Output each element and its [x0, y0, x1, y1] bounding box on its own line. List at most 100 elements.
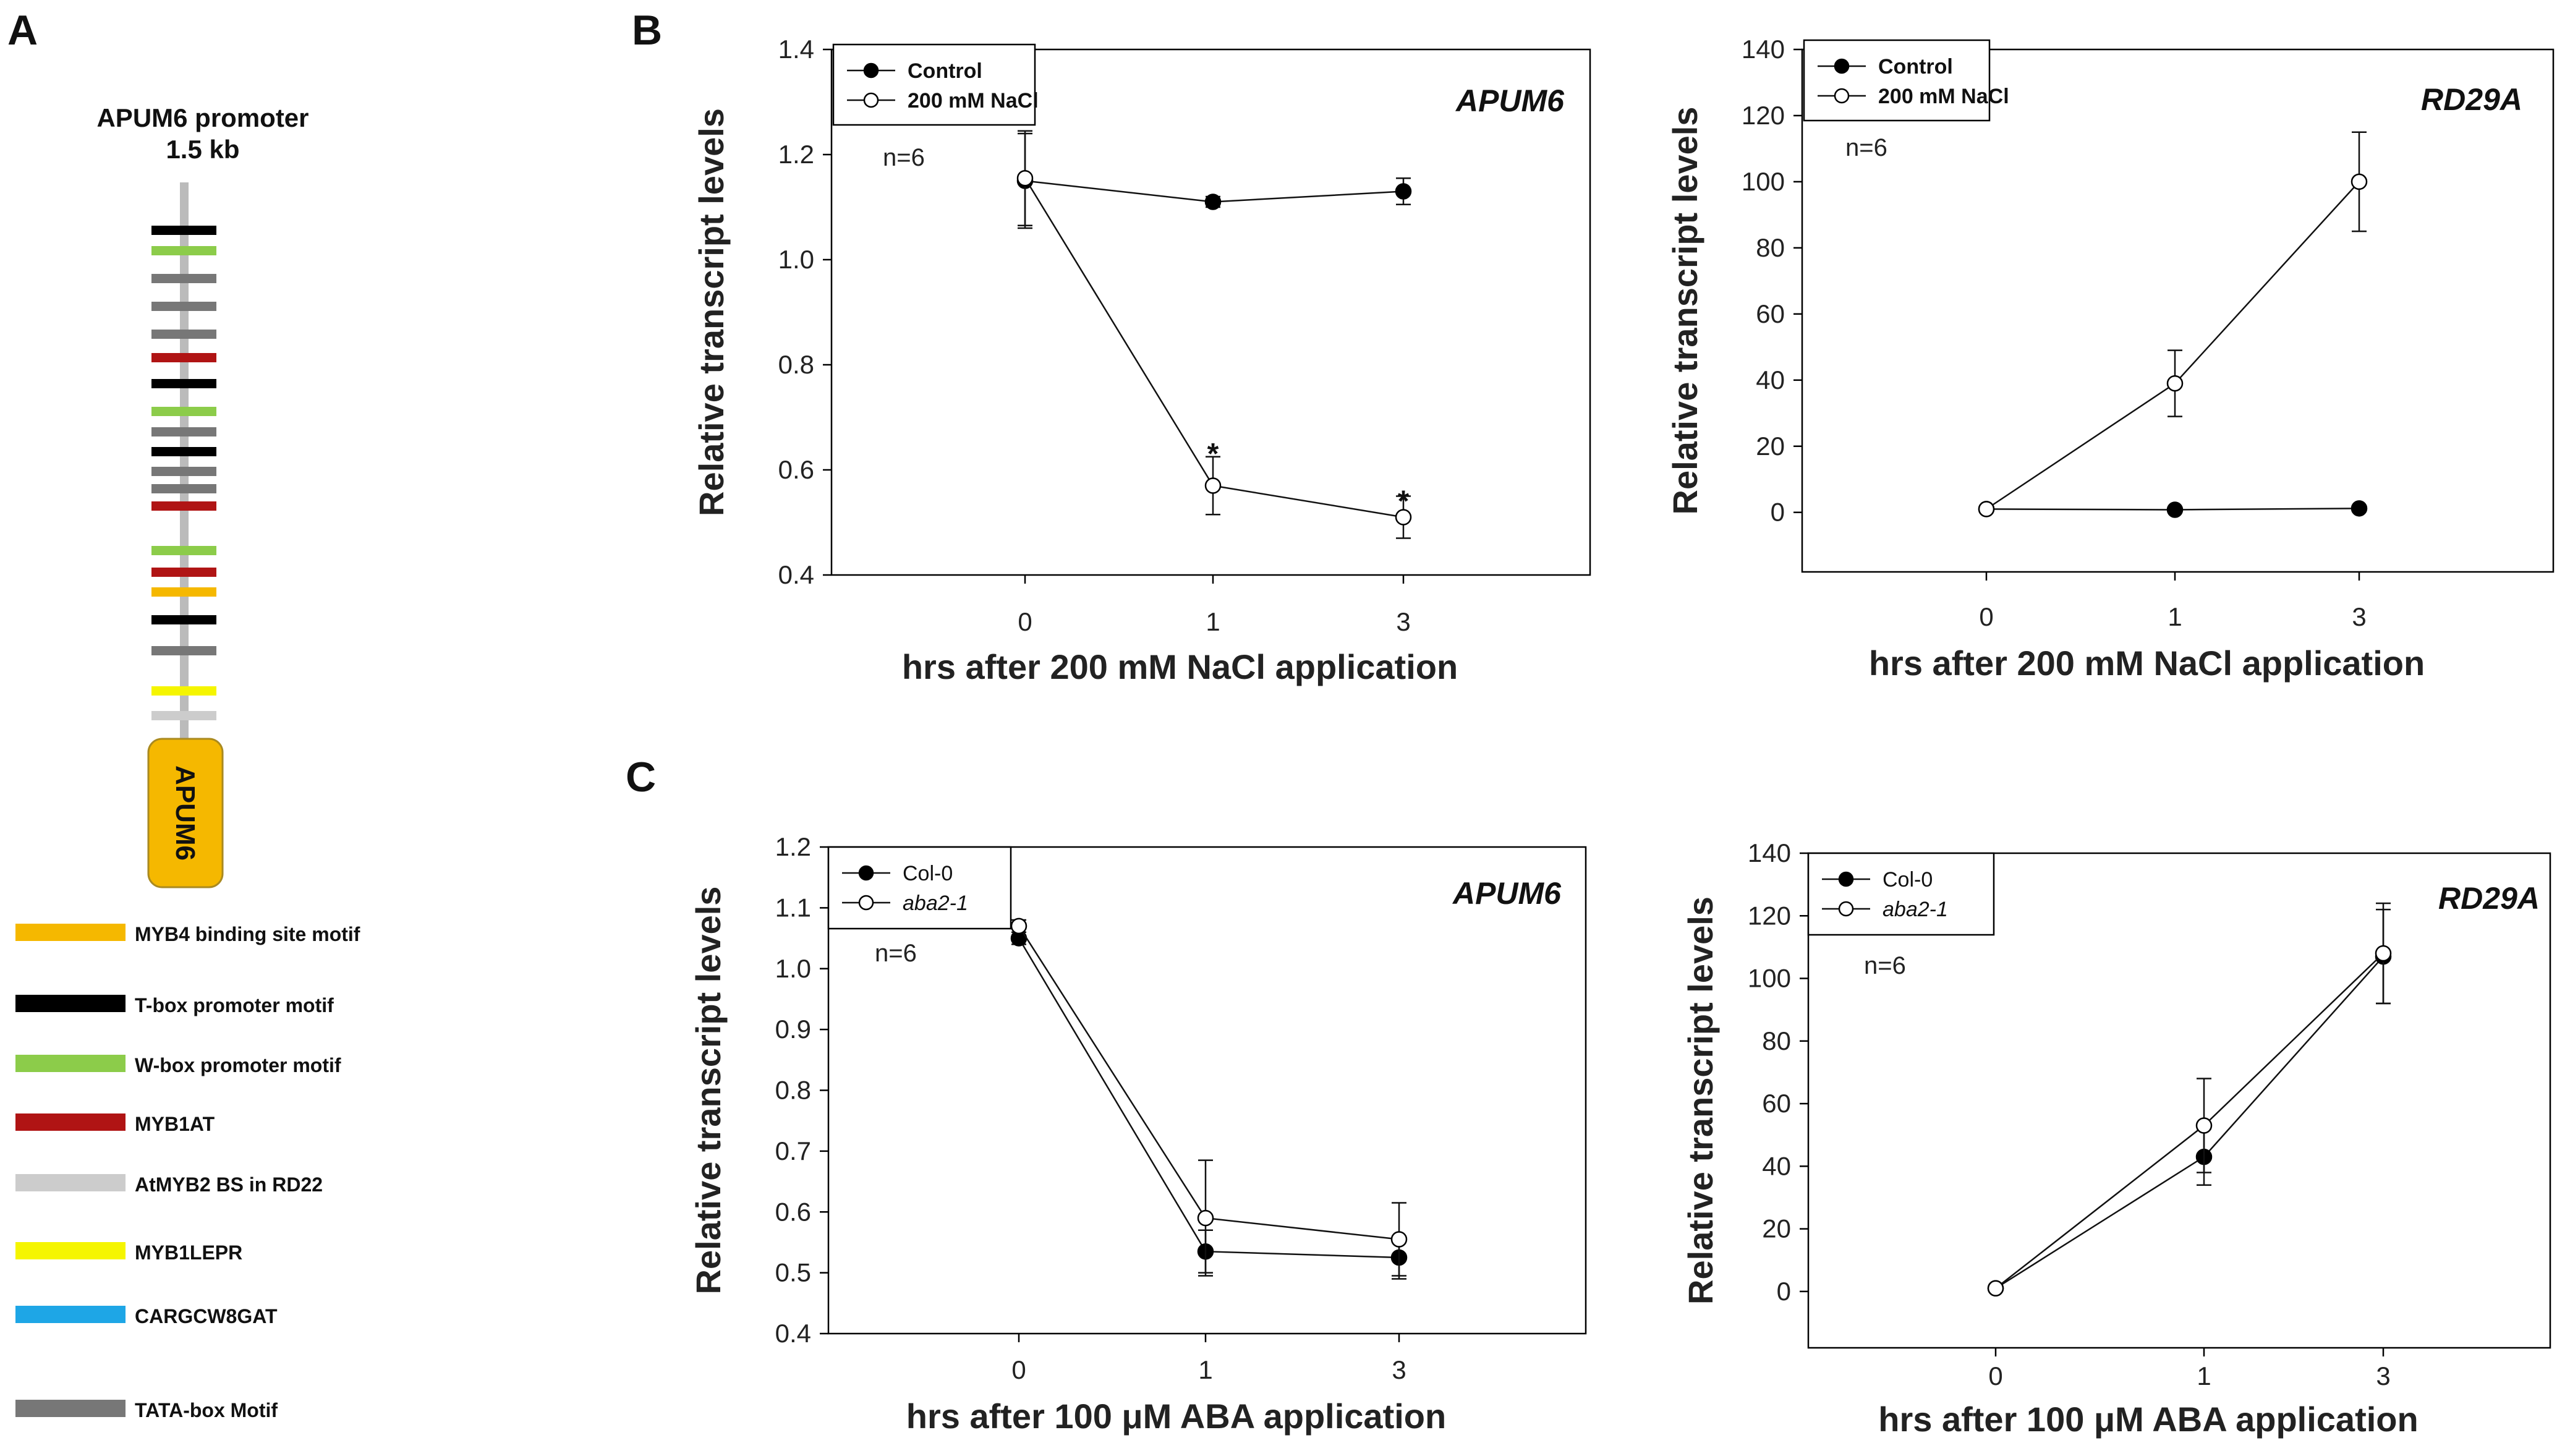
significance-asterisk: * [1207, 438, 1219, 470]
y-tick-label: 40 [1756, 365, 1785, 394]
motif-bar-black [151, 447, 216, 456]
motif-bar-lightgray [151, 711, 216, 720]
series-line [1986, 181, 2360, 510]
motif-bar-red [151, 501, 216, 511]
sample-size-label: n=6 [875, 940, 917, 967]
y-tick-label: 0.6 [778, 455, 814, 484]
series-col-0 [1987, 908, 2392, 1297]
y-tick-label: 0.9 [775, 1015, 811, 1044]
chart-c-apum6: 0.4 0.5 0.6 0.7 0.8 0.9 1.0 1.1 1.2 0 1 3 hrs after … [689, 832, 1587, 1436]
legend-label: Control [1878, 55, 1953, 79]
motif-legend-item: W-box promoter motif [15, 1054, 341, 1076]
data-point [2351, 173, 2368, 190]
motif-bar-gray [151, 467, 216, 476]
x-axis-label: hrs after 200 mM NaCl application [1869, 644, 2425, 683]
y-tick-label: 0.6 [775, 1197, 811, 1226]
motif-legend-item: TATA-box Motif [15, 1399, 278, 1421]
plot-frame [1801, 48, 2555, 573]
x-tick-label: 1 [1198, 1355, 1212, 1384]
gene-box [147, 738, 224, 888]
motif-legend-item: AtMYB2 BS in RD22 [15, 1173, 323, 1196]
legend-label: Col-0 [1883, 868, 1933, 892]
data-point [1204, 194, 1222, 210]
legend-box [1807, 852, 1995, 936]
motif-swatch [15, 1242, 126, 1259]
y-tick-label: 1.0 [775, 954, 811, 983]
motif-bar-green [151, 246, 216, 255]
motif-swatch [15, 1400, 126, 1417]
y-tick-label: 100 [1748, 964, 1791, 993]
x-tick-label: 1 [1206, 607, 1220, 636]
motif-swatch [15, 1055, 126, 1072]
motif-bar-gray [151, 330, 216, 339]
y-tick-label: 40 [1762, 1151, 1791, 1180]
legend-label: Control [908, 59, 982, 83]
y-tick-label: 60 [1756, 299, 1785, 328]
data-point [1010, 917, 1027, 935]
motif-bar-red [151, 568, 216, 577]
data-point [2166, 501, 2184, 518]
motif-swatch [15, 1174, 126, 1191]
y-tick-label: 1.0 [778, 245, 814, 274]
panel-b-letter: B [632, 7, 662, 54]
legend-marker [858, 895, 874, 911]
y-tick-label: 140 [1742, 35, 1785, 64]
data-point [2166, 375, 2184, 392]
motif-bar-black [151, 226, 216, 235]
sample-size-label: n=6 [1864, 952, 1906, 979]
data-point [1016, 170, 1034, 187]
x-tick-label: 0 [1988, 1361, 2002, 1390]
legend-marker [858, 865, 874, 881]
sample-size-label: n=6 [1845, 134, 1887, 161]
y-tick-label: 80 [1756, 233, 1785, 262]
motif-swatch [15, 1113, 126, 1131]
motif-swatch [15, 1306, 126, 1323]
motif-legend-label: MYB1LEPR [135, 1241, 242, 1264]
y-tick-label: 100 [1742, 167, 1785, 196]
x-tick-label: 3 [1392, 1355, 1406, 1384]
sample-size-label: n=6 [883, 144, 925, 171]
promoter-length: 1.5 kb [166, 135, 239, 164]
y-tick-label: 0 [1771, 498, 1785, 527]
legend-marker [1838, 901, 1854, 917]
y-tick-label: 20 [1756, 432, 1785, 461]
y-tick-label: 120 [1748, 901, 1791, 930]
legend: Col-0 aba2-1 [1807, 852, 1995, 936]
y-tick-label: 60 [1762, 1089, 1791, 1118]
y-axis-label: Relative transcript levels [689, 887, 728, 1295]
legend-box [827, 846, 1012, 930]
data-point [2375, 945, 2392, 962]
series-line [1995, 956, 2384, 1289]
legend-box [832, 43, 1036, 126]
motif-legend-label: MYB4 binding site motif [135, 923, 360, 945]
series-200-mm-nacl [1978, 131, 2368, 517]
legend-marker [1834, 88, 1850, 104]
series-line [1995, 953, 2384, 1289]
motif-legend-label: MYB1AT [135, 1113, 215, 1135]
y-tick-label: 0.4 [775, 1319, 811, 1348]
motif-bar-black [151, 615, 216, 624]
y-tick-label: 0.8 [775, 1076, 811, 1105]
motif-legend-item: MYB4 binding site motif [15, 923, 360, 945]
chart-title: RD29A [2421, 82, 2522, 117]
y-tick-label: 0 [1777, 1277, 1791, 1306]
x-axis-label: hrs after 100 μM ABA application [906, 1397, 1446, 1436]
y-tick-label: 20 [1762, 1214, 1791, 1243]
y-tick-label: 1.4 [778, 35, 814, 64]
significance-asterisk: * [1398, 485, 1410, 518]
motif-bar-green [151, 546, 216, 555]
legend: Control 200 mM NaCl [1803, 39, 2009, 122]
legend-marker [1834, 58, 1850, 74]
motif-legend-item: MYB1AT [15, 1113, 215, 1135]
chart-b-apum6: 0.4 0.6 0.8 1.0 1.2 1.4 0 1 3 hrs after 200 mM Na… [692, 35, 1591, 686]
y-tick-label: 1.2 [778, 140, 814, 169]
x-tick-label: 3 [2352, 602, 2366, 631]
panel-a-letter: A [7, 7, 38, 54]
x-axis-label: hrs after 100 μM ABA application [1878, 1400, 2418, 1439]
data-point [1204, 477, 1222, 494]
motif-bars [151, 226, 216, 720]
motif-bar-gray [151, 302, 216, 311]
promoter-title: APUM6 promoter [96, 103, 308, 132]
motif-legend-item: MYB1LEPR [15, 1241, 242, 1264]
